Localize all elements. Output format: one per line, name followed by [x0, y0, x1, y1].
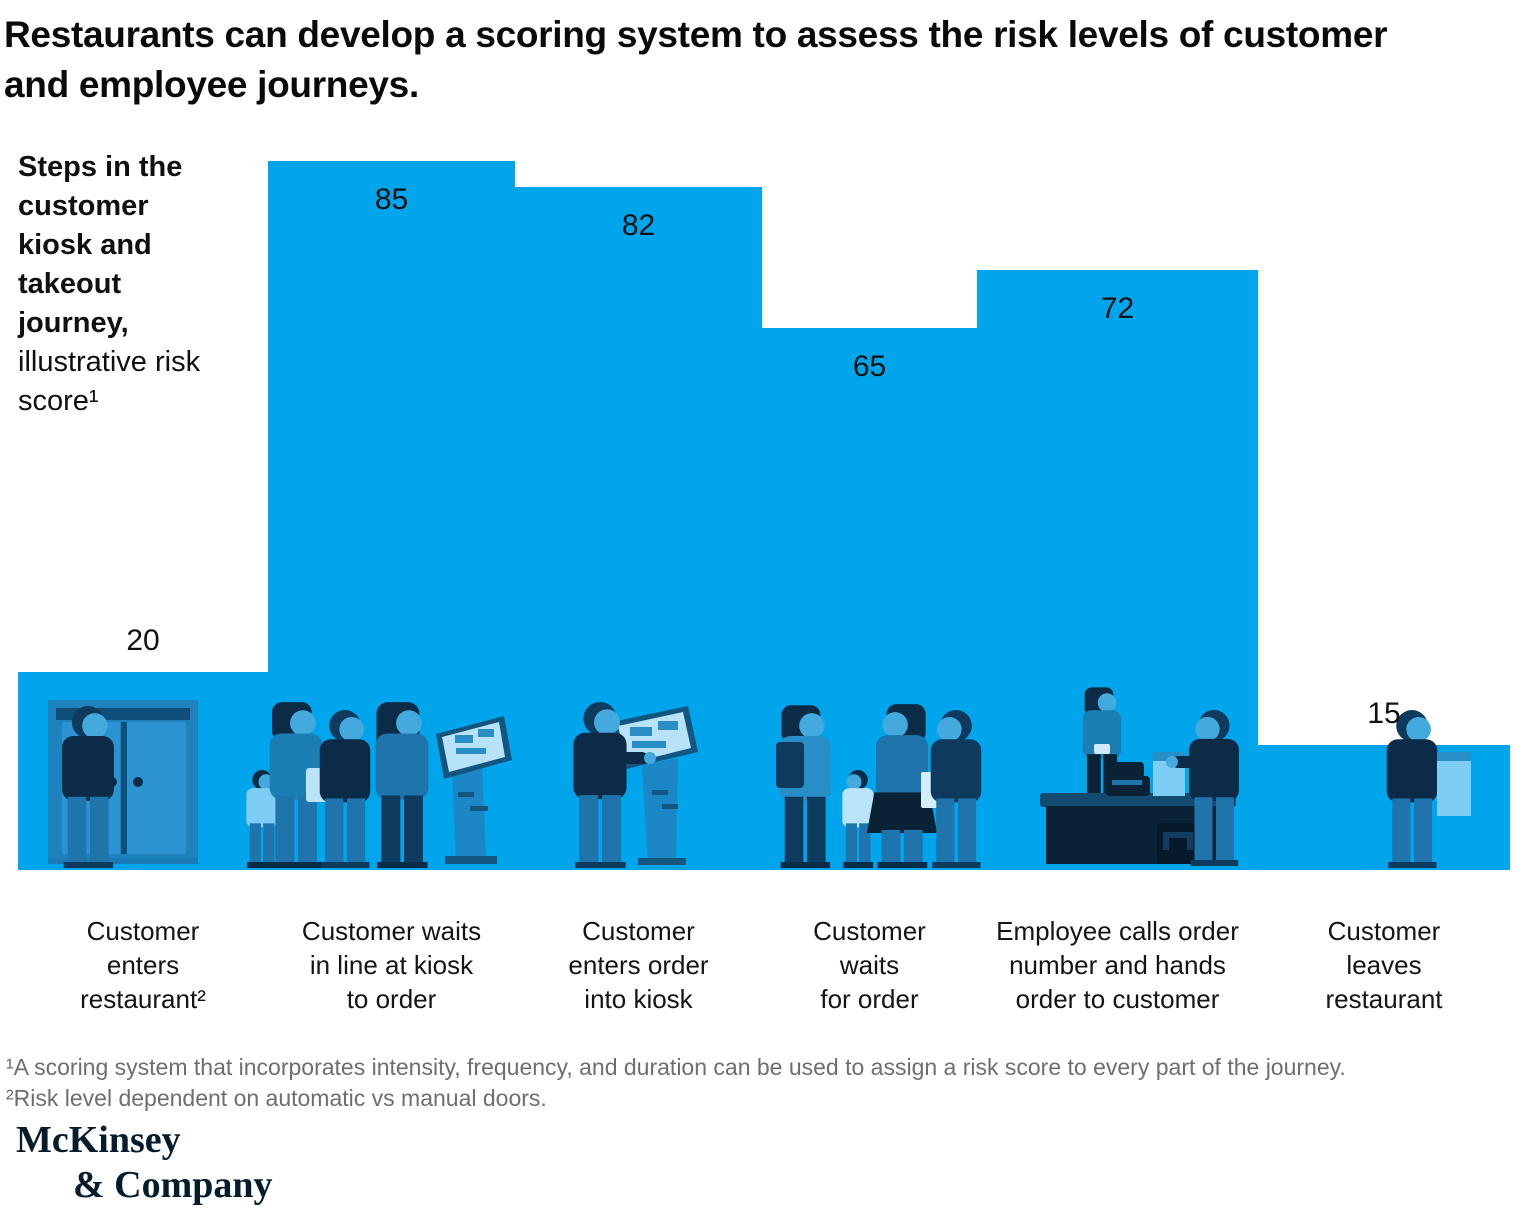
bar-1: [18, 672, 268, 870]
footnote-2: ²Risk level dependent on automatic vs ma…: [6, 1085, 547, 1111]
y-axis-label: Steps in the customer kiosk and takeout …: [18, 148, 218, 421]
category-label-2: Customer waits in line at kiosk to order: [301, 916, 482, 1014]
category-label-4: Customer waits for order: [813, 916, 926, 1014]
category-label-1: Customer enters restaurant²: [80, 916, 206, 1014]
bar-3: [515, 187, 762, 870]
category-label-5: Employee calls order number and hands or…: [996, 916, 1239, 1014]
mckinsey-logo: McKinsey & Company: [16, 1118, 273, 1208]
y-axis-label-regular: illustrative risk score¹: [18, 346, 201, 417]
bar-2: [268, 161, 515, 870]
value-label-5: 72: [1100, 292, 1135, 325]
category-label-3: Customer enters order into kiosk: [568, 916, 709, 1014]
logo-line1: McKinsey: [16, 1119, 181, 1161]
page-title-line2: and employee journeys.: [4, 64, 419, 105]
value-label-2: 85: [374, 183, 409, 216]
bar-6: [1258, 745, 1510, 870]
footnote-1: ¹A scoring system that incorporates inte…: [6, 1054, 1346, 1080]
category-label-6: Customer leaves restaurant: [1325, 916, 1443, 1014]
bar-5: [977, 270, 1258, 870]
value-label-1: 20: [126, 624, 160, 657]
value-label-6: 15: [1367, 697, 1401, 730]
logo-line2: & Company: [73, 1164, 273, 1206]
value-label-4: 65: [852, 350, 887, 383]
page-title: Restaurants can develop a scoring system…: [4, 10, 1526, 110]
page-title-line1: Restaurants can develop a scoring system…: [4, 14, 1388, 55]
value-label-3: 82: [621, 209, 656, 242]
bar-4: [762, 328, 977, 870]
y-axis-label-bold: Steps in the customer kiosk and takeout …: [18, 151, 183, 339]
